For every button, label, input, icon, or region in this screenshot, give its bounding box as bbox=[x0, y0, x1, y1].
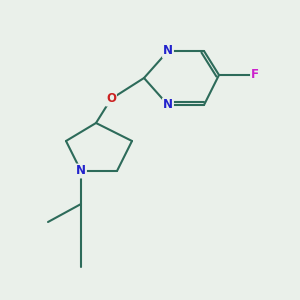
Text: N: N bbox=[76, 164, 86, 178]
Text: F: F bbox=[251, 68, 259, 82]
Text: N: N bbox=[163, 98, 173, 112]
Text: N: N bbox=[163, 44, 173, 58]
Text: O: O bbox=[106, 92, 116, 106]
